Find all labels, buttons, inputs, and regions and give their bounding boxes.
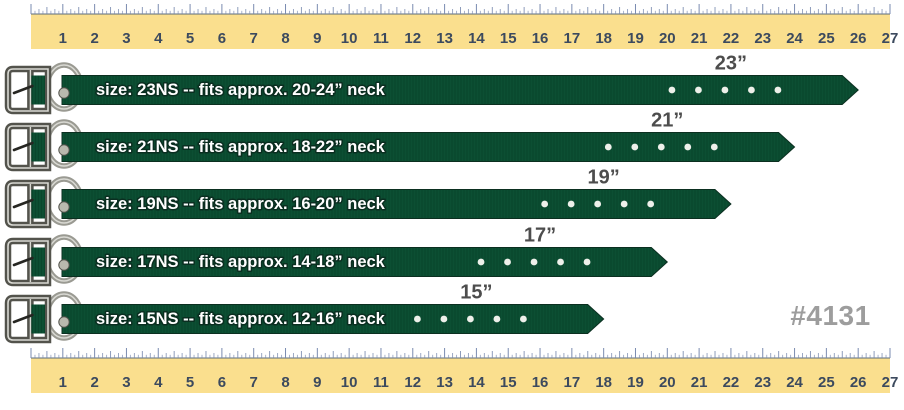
- svg-text:18: 18: [595, 374, 612, 391]
- svg-text:9: 9: [313, 374, 321, 391]
- svg-text:20: 20: [659, 30, 676, 47]
- svg-text:17: 17: [564, 374, 581, 391]
- svg-text:9: 9: [313, 30, 321, 47]
- svg-text:7: 7: [250, 30, 258, 47]
- svg-text:8: 8: [281, 374, 289, 391]
- svg-text:23”: 23”: [715, 52, 747, 74]
- svg-text:22: 22: [723, 374, 740, 391]
- svg-text:6: 6: [218, 30, 226, 47]
- svg-text:26: 26: [850, 374, 867, 391]
- svg-text:size: 19NS -- fits approx. 16-: size: 19NS -- fits approx. 16-20” neck: [96, 195, 386, 213]
- svg-text:2: 2: [90, 30, 98, 47]
- svg-text:15: 15: [500, 374, 517, 391]
- svg-text:size: 17NS -- fits approx. 14-: size: 17NS -- fits approx. 14-18” neck: [96, 253, 386, 271]
- svg-text:4: 4: [154, 374, 163, 391]
- svg-text:18: 18: [595, 30, 612, 47]
- svg-text:27: 27: [882, 374, 899, 391]
- svg-text:size: 21NS -- fits approx. 18-: size: 21NS -- fits approx. 18-22” neck: [96, 138, 386, 156]
- svg-text:24: 24: [786, 374, 803, 391]
- svg-text:10: 10: [341, 30, 358, 47]
- svg-text:3: 3: [122, 30, 130, 47]
- svg-text:7: 7: [250, 374, 258, 391]
- svg-text:11: 11: [373, 374, 389, 391]
- svg-text:2: 2: [90, 374, 98, 391]
- svg-text:17”: 17”: [524, 224, 556, 246]
- svg-text:13: 13: [436, 30, 453, 47]
- svg-text:15”: 15”: [460, 282, 492, 304]
- svg-text:4: 4: [154, 30, 163, 47]
- svg-text:14: 14: [468, 30, 485, 47]
- svg-text:21: 21: [691, 374, 708, 391]
- svg-text:3: 3: [122, 374, 130, 391]
- svg-text:19: 19: [627, 374, 644, 391]
- svg-text:27: 27: [882, 30, 899, 47]
- svg-text:12: 12: [404, 374, 421, 391]
- svg-text:16: 16: [532, 374, 549, 391]
- svg-text:1: 1: [59, 30, 67, 47]
- svg-text:11: 11: [373, 30, 389, 47]
- svg-text:23: 23: [754, 30, 771, 47]
- svg-text:24: 24: [786, 30, 803, 47]
- svg-text:6: 6: [218, 374, 226, 391]
- svg-text:10: 10: [341, 374, 358, 391]
- svg-text:17: 17: [564, 30, 581, 47]
- svg-text:5: 5: [186, 30, 194, 47]
- svg-text:1: 1: [59, 374, 67, 391]
- svg-text:5: 5: [186, 374, 194, 391]
- svg-text:21: 21: [691, 30, 708, 47]
- svg-text:26: 26: [850, 30, 867, 47]
- svg-text:16: 16: [532, 30, 549, 47]
- svg-text:20: 20: [659, 374, 676, 391]
- svg-text:13: 13: [436, 374, 453, 391]
- svg-text:8: 8: [281, 30, 289, 47]
- svg-text:22: 22: [723, 30, 740, 47]
- svg-text:12: 12: [404, 30, 421, 47]
- svg-text:19: 19: [627, 30, 644, 47]
- svg-text:14: 14: [468, 374, 485, 391]
- svg-text:23: 23: [754, 374, 771, 391]
- svg-text:size: 15NS -- fits approx. 12-: size: 15NS -- fits approx. 12-16” neck: [96, 310, 386, 328]
- svg-text:size: 23NS -- fits approx. 20-: size: 23NS -- fits approx. 20-24” neck: [96, 81, 386, 99]
- svg-text:21”: 21”: [651, 109, 683, 131]
- svg-text:25: 25: [818, 374, 835, 391]
- svg-text:25: 25: [818, 30, 835, 47]
- svg-text:19”: 19”: [588, 167, 620, 189]
- svg-text:15: 15: [500, 30, 517, 47]
